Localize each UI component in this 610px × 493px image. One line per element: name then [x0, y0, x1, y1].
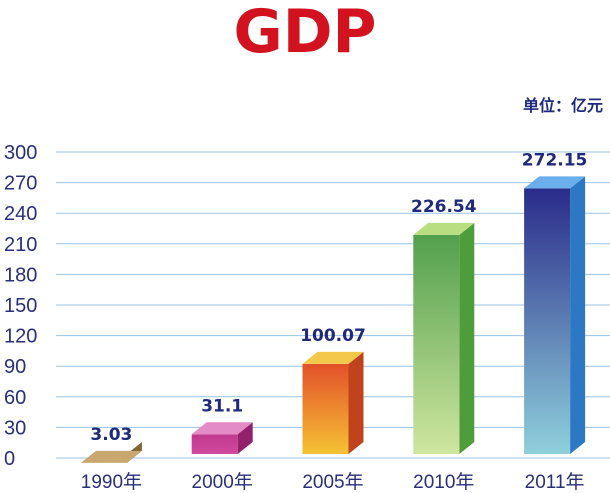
bar-front	[524, 188, 571, 455]
data-label: 272.15	[522, 150, 588, 170]
x-tick-label: 2011年	[525, 471, 585, 493]
y-tick-label: 210	[4, 234, 37, 256]
data-label: 3.03	[90, 425, 132, 445]
y-tick-label: 150	[4, 295, 37, 317]
y-tick-label: 180	[4, 264, 37, 286]
bar	[302, 351, 364, 454]
chart-title: GDP	[233, 0, 376, 67]
y-tick-label: 240	[4, 203, 37, 225]
data-labels: 3.03 31.1 100.07 226.54 272.15	[90, 150, 587, 445]
bar-front	[302, 363, 349, 454]
unit-label: 单位：亿元	[523, 96, 603, 115]
grid-lines	[56, 151, 610, 459]
bar-top	[413, 222, 475, 235]
bar	[524, 176, 586, 455]
bar-top	[191, 422, 253, 435]
bar-side	[348, 351, 364, 454]
y-tick-label: 30	[4, 417, 26, 439]
bar-front	[413, 234, 460, 454]
bar-side	[570, 176, 586, 455]
y-axis-ticks: 0 30 60 90 120 150 180 210 240 270 300	[4, 142, 37, 470]
bar-top	[302, 351, 364, 364]
y-tick-label: 60	[4, 387, 26, 409]
data-label: 226.54	[411, 197, 477, 217]
bar	[80, 442, 142, 463]
data-label: 100.07	[300, 326, 366, 346]
y-tick-label: 0	[4, 448, 15, 470]
bar-side	[459, 222, 475, 454]
y-tick-label: 270	[4, 173, 37, 195]
y-tick-label: 90	[4, 356, 26, 378]
x-axis-categories: 1990年 2000年 2005年 2010年 2011年	[81, 471, 585, 493]
bars	[80, 176, 586, 463]
bar	[191, 422, 253, 454]
x-tick-label: 2005年	[302, 471, 363, 493]
data-label: 31.1	[201, 396, 243, 416]
bar-top	[80, 450, 142, 463]
bar	[413, 222, 475, 454]
x-tick-label: 2010年	[413, 471, 474, 493]
y-tick-label: 300	[4, 142, 37, 164]
x-tick-label: 1990年	[81, 471, 142, 493]
bar-top	[524, 176, 586, 189]
y-tick-label: 120	[4, 326, 37, 348]
bar-front	[191, 434, 238, 454]
bar-side	[237, 422, 253, 454]
x-tick-label: 2000年	[192, 471, 253, 493]
